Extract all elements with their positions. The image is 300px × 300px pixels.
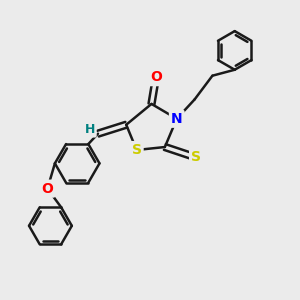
Text: O: O [41,182,53,196]
Text: N: N [171,112,183,126]
Text: O: O [150,70,162,84]
Text: S: S [132,143,142,157]
Text: S: S [191,150,201,164]
Text: H: H [85,123,95,136]
